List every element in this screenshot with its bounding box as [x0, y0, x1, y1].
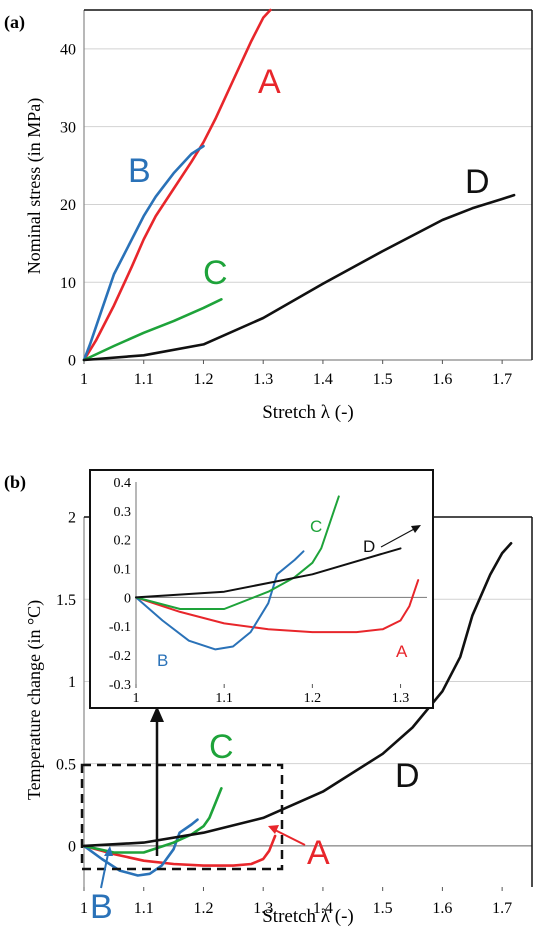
panel-b-y-ticks: 0 0.5 1 1.5 2 — [56, 510, 76, 856]
i-y-tick-label: -0.3 — [109, 678, 131, 693]
a-x-tick-label: 1.3 — [253, 371, 273, 388]
inset-x-ticks: 1 1.1 1.2 1.3 — [133, 684, 410, 706]
b-series-A — [82, 834, 277, 867]
panel-a-label-D: D — [465, 163, 490, 201]
a-x-tick-label: 1.4 — [313, 371, 333, 388]
b-x-tick-label: 1.1 — [134, 900, 154, 917]
panel-a-series — [82, 8, 516, 362]
inset-background — [89, 469, 434, 709]
panel-a-label-C: C — [203, 254, 228, 292]
inset-series — [135, 495, 420, 651]
panel-b-x-axis-label: Stretch λ (-) — [262, 906, 354, 927]
b-y-tick-label: 2 — [68, 510, 76, 527]
panel-a-x-axis-label: Stretch λ (-) — [262, 402, 354, 423]
i-x-tick-label: 1.3 — [392, 691, 410, 706]
panel-b-A-pointer — [274, 829, 306, 846]
a-y-tick-label: 0 — [68, 353, 76, 370]
inset-D-pointer-head — [411, 525, 421, 533]
b-y-tick-label: 1 — [68, 674, 76, 691]
b-x-tick-label: 1 — [80, 900, 88, 917]
i-x-tick-label: 1.2 — [304, 691, 322, 706]
panel-a-label: (a) — [4, 12, 25, 33]
panel-b-B-pointer — [100, 853, 109, 889]
b-x-tick-label: 1.7 — [492, 900, 512, 917]
panel-a-y-ticks: 0 10 20 30 40 — [60, 41, 76, 369]
i-x-tick-label: 1 — [133, 691, 140, 706]
panel-b-label-D: D — [395, 757, 420, 795]
panel-b-A-pointer-head — [268, 825, 279, 834]
a-x-tick-label: 1.5 — [373, 371, 393, 388]
zoom-region-box — [80, 763, 284, 871]
i-y-tick-label: 0.1 — [114, 562, 132, 577]
b-x-tick-label: 1.2 — [193, 900, 213, 917]
a-series-D — [82, 193, 516, 362]
a-x-tick-label: 1.6 — [432, 371, 452, 388]
i-y-tick-label: -0.2 — [109, 649, 131, 664]
panel-b-x-ticks: 1 1.1 1.2 1.3 1.4 1.5 1.6 1.7 — [80, 887, 512, 917]
a-x-tick-label: 1.1 — [134, 371, 154, 388]
panel-b-B-pointer-head — [104, 846, 113, 856]
i-x-tick-label: 1.1 — [215, 691, 233, 706]
b-x-tick-label: 1.4 — [313, 900, 333, 917]
panel-a: (a) 0 10 20 30 40 1 1.1 1.2 1.3 1.4 1.5 1.6 1.7 Nom… — [4, 8, 533, 423]
i-y-tick-label: 0.3 — [114, 505, 132, 520]
zoom-arrow-head — [150, 706, 164, 722]
i-y-tick-label: 0.4 — [114, 476, 132, 491]
inset: 0.4 0.3 0.2 0.1 0 -0.1 -0.2 -0.3 1 1.1 1.2 1.3 A B… — [89, 469, 434, 709]
b-y-tick-label: 0.5 — [56, 756, 76, 773]
b-y-tick-label: 0 — [68, 838, 76, 855]
i-y-tick-label: -0.1 — [109, 620, 131, 635]
a-series-B — [82, 144, 205, 362]
inset-frame — [135, 482, 427, 684]
b-series-C — [82, 786, 223, 854]
i-y-tick-label: 0 — [124, 591, 131, 606]
panel-b-series — [82, 541, 513, 877]
inset-label-B: B — [157, 651, 168, 670]
panel-b-label-A: A — [307, 834, 330, 872]
i-series-B — [135, 550, 305, 651]
a-series-A — [82, 8, 272, 362]
a-y-tick-label: 30 — [60, 119, 76, 136]
panel-b-label-C: C — [209, 728, 234, 766]
inset-label-D: D — [363, 537, 375, 556]
panel-a-y-axis-label: Nominal stress (in MPa) — [24, 98, 45, 274]
b-x-tick-label: 1.3 — [253, 900, 273, 917]
a-x-tick-label: 1.7 — [492, 371, 512, 388]
b-series-B — [82, 818, 199, 877]
b-series-D — [82, 541, 513, 848]
panel-a-frame — [83, 9, 533, 361]
b-y-tick-label: 1.5 — [56, 592, 76, 609]
inset-D-pointer — [380, 527, 417, 548]
panel-b-y-axis-label: Temperature change (in °C) — [24, 600, 45, 800]
a-y-tick-label: 20 — [60, 197, 76, 214]
a-y-tick-label: 40 — [60, 41, 76, 58]
i-series-A — [135, 579, 420, 634]
inset-label-C: C — [310, 517, 322, 536]
a-y-tick-label: 10 — [60, 275, 76, 292]
a-series-C — [82, 297, 223, 362]
panel-a-label-B: B — [128, 152, 151, 190]
b-x-tick-label: 1.6 — [432, 900, 452, 917]
b-x-tick-label: 1.5 — [373, 900, 393, 917]
panel-b: (b) 0 0.5 1 1.5 2 1 1.1 1.2 1.3 1.4 1.5 1.6 1.7 Tem… — [4, 469, 533, 927]
a-x-tick-label: 1 — [80, 371, 88, 388]
panel-b-label-B: B — [90, 888, 113, 926]
i-y-tick-label: 0.2 — [114, 534, 132, 549]
panel-b-label: (b) — [4, 472, 26, 493]
a-x-tick-label: 1.2 — [193, 371, 213, 388]
inset-label-A: A — [396, 642, 408, 661]
i-series-D — [135, 547, 402, 599]
inset-y-ticks: 0.4 0.3 0.2 0.1 0 -0.1 -0.2 -0.3 — [109, 476, 131, 693]
panel-a-label-A: A — [258, 63, 281, 101]
panel-a-x-ticks: 1 1.1 1.2 1.3 1.4 1.5 1.6 1.7 — [80, 360, 512, 388]
